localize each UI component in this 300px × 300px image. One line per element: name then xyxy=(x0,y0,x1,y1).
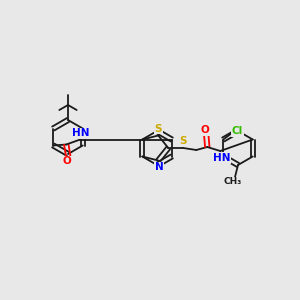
Text: HN: HN xyxy=(212,153,230,163)
Text: HN: HN xyxy=(71,128,89,139)
Text: HN: HN xyxy=(212,153,230,163)
Text: N: N xyxy=(155,163,164,172)
Text: S: S xyxy=(179,136,187,146)
Text: O: O xyxy=(63,157,72,166)
Text: HN: HN xyxy=(71,128,89,139)
Text: Cl: Cl xyxy=(232,127,243,136)
Text: O: O xyxy=(201,125,210,135)
Text: CH₃: CH₃ xyxy=(224,178,242,187)
Text: S: S xyxy=(154,124,162,134)
